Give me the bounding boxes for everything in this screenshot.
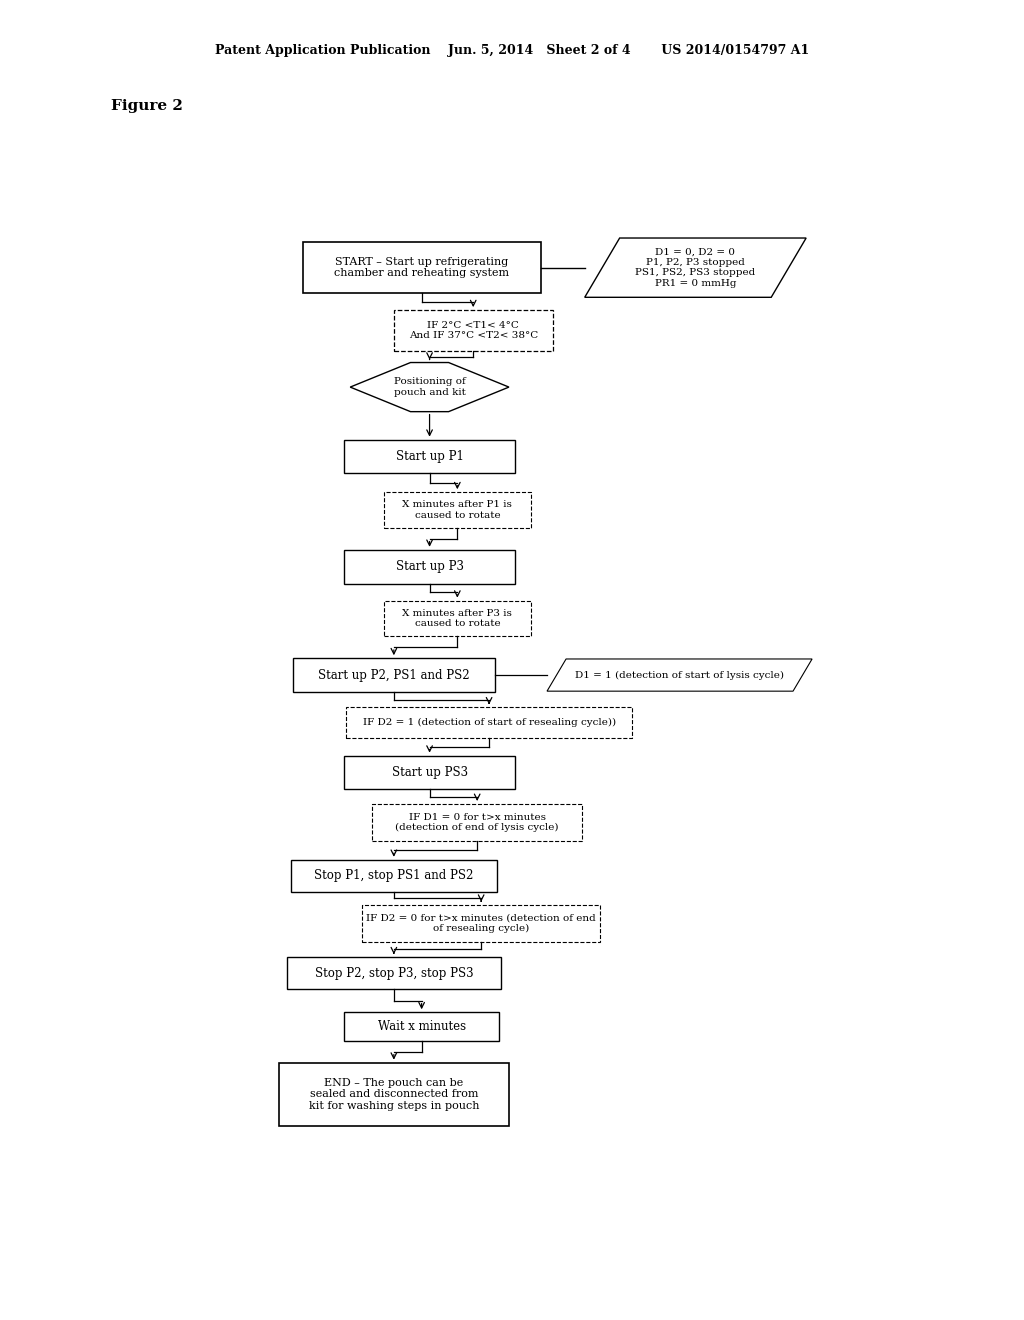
Bar [362,904,600,942]
Text: Stop P2, stop P3, stop PS3: Stop P2, stop P3, stop PS3 [314,966,473,979]
Bar [344,549,515,583]
Bar [394,310,553,351]
Text: IF D2 = 0 for t>x minutes (detection of end
of resealing cycle): IF D2 = 0 for t>x minutes (detection of … [367,913,596,933]
Bar [384,492,530,528]
Polygon shape [547,659,812,692]
Bar [279,1063,509,1126]
Text: IF 2°C <T1< 4°C
And IF 37°C <T2< 38°C: IF 2°C <T1< 4°C And IF 37°C <T2< 38°C [409,321,538,341]
Text: Positioning of
pouch and kit: Positioning of pouch and kit [393,378,466,397]
Bar [384,601,530,636]
Polygon shape [350,363,509,412]
Bar [344,755,515,789]
Text: D1 = 0, D2 = 0
P1, P2, P3 stopped
PS1, PS2, PS3 stopped
PR1 = 0 mmHg: D1 = 0, D2 = 0 P1, P2, P3 stopped PS1, P… [635,248,756,288]
Text: X minutes after P1 is
caused to rotate: X minutes after P1 is caused to rotate [402,500,512,520]
Bar [372,804,583,841]
Text: Start up PS3: Start up PS3 [391,766,468,779]
Text: IF D2 = 1 (detection of start of resealing cycle)): IF D2 = 1 (detection of start of reseali… [362,718,615,727]
Text: Start up P3: Start up P3 [395,560,464,573]
Text: Stop P1, stop PS1 and PS2: Stop P1, stop PS1 and PS2 [314,870,473,882]
Bar [344,1012,499,1041]
Text: Start up P2, PS1 and PS2: Start up P2, PS1 and PS2 [318,668,470,681]
Bar [293,659,495,692]
Text: Start up P1: Start up P1 [395,450,464,463]
Bar [303,243,541,293]
Text: END – The pouch can be
sealed and disconnected from
kit for washing steps in pou: END – The pouch can be sealed and discon… [308,1077,479,1111]
Text: Patent Application Publication    Jun. 5, 2014   Sheet 2 of 4       US 2014/0154: Patent Application Publication Jun. 5, 2… [215,44,809,57]
Text: IF D1 = 0 for t>x minutes
(detection of end of lysis cycle): IF D1 = 0 for t>x minutes (detection of … [395,813,559,832]
Text: Wait x minutes: Wait x minutes [378,1020,466,1034]
Bar [346,708,632,738]
Bar [287,957,501,989]
Text: D1 = 1 (detection of start of lysis cycle): D1 = 1 (detection of start of lysis cycl… [575,671,784,680]
Text: X minutes after P3 is
caused to rotate: X minutes after P3 is caused to rotate [402,609,512,628]
Text: Figure 2: Figure 2 [111,99,182,112]
Polygon shape [585,238,806,297]
Text: START – Start up refrigerating
chamber and reheating system: START – Start up refrigerating chamber a… [334,257,509,279]
Bar [291,859,497,892]
Bar [344,440,515,474]
